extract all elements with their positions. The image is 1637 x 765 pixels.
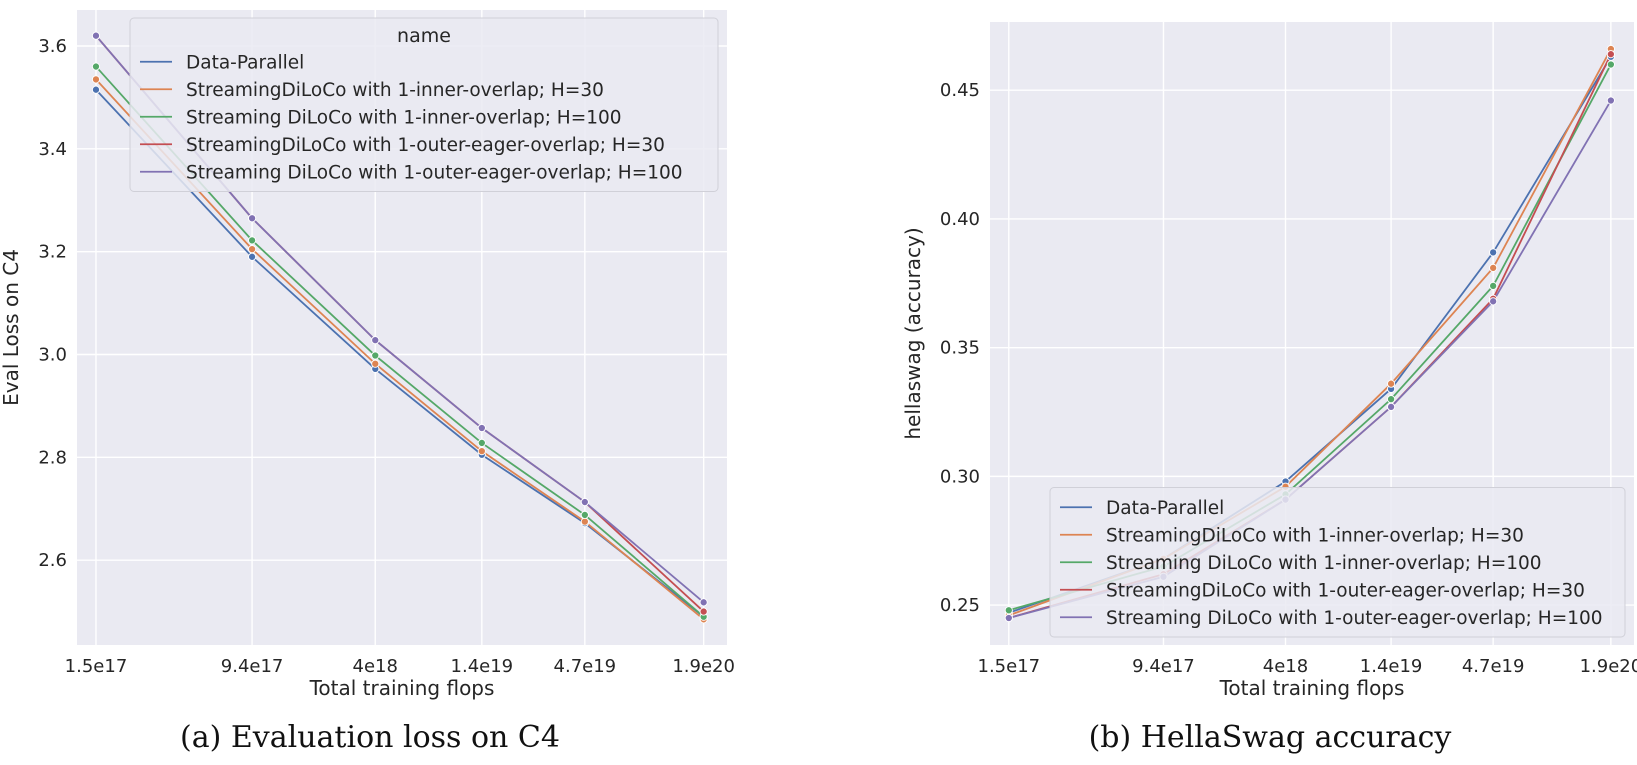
- data-point-series-5: [91, 31, 101, 40]
- series-line-3: [95, 65, 705, 618]
- x-tick-label: 1.9e20: [1580, 656, 1637, 677]
- y-tick-label: 3.2: [38, 242, 67, 263]
- x-tick-label: 1.4e19: [1360, 656, 1423, 677]
- data-point-series-2: [477, 447, 486, 456]
- legend-entry-5: Streaming DiLoCo with 1-outer-eager-over…: [186, 162, 683, 183]
- figure-caption: (a) Evaluation loss on C4: [180, 720, 560, 755]
- legend: Data-Parallel StreamingDiLoCo with 1-inne…: [1049, 487, 1626, 638]
- x-tick-label: 4.7e19: [554, 656, 617, 677]
- x-axis-label: Total training flops: [1219, 676, 1405, 700]
- y-tick-label: 0.40: [940, 209, 980, 230]
- y-tick-label: 3.0: [38, 344, 67, 365]
- data-point-series-5: [1489, 297, 1498, 306]
- data-point-series-3: [1489, 281, 1498, 290]
- legend-entry-1: Data-Parallel: [1106, 498, 1224, 519]
- data-point-series-3: [1004, 606, 1013, 615]
- y-tick-label: 0.30: [940, 466, 980, 487]
- data-point-series-5: [1004, 613, 1013, 623]
- data-point-series-2: [371, 359, 380, 368]
- y-tick-label: 0.25: [940, 595, 980, 616]
- legend-box: [129, 17, 719, 192]
- data-point-series-3: [1606, 60, 1615, 69]
- y-tick-label: 2.6: [38, 550, 67, 571]
- data-point-series-2: [1489, 263, 1498, 272]
- x-tick-label: 1.5e17: [978, 656, 1041, 677]
- legend-box: [1049, 487, 1626, 638]
- y-tick-label: 2.8: [38, 447, 67, 468]
- data-point-series-3: [248, 236, 257, 245]
- x-tick-label: 4e18: [353, 656, 398, 677]
- legend-entry-3: Streaming DiLoCo with 1-inner-overlap; H…: [186, 107, 622, 128]
- chart-hellaswag: 1.5e17 9.4e17 4e18 1.4e19 4.7e19 1.9e20 0.25 0.…: [901, 22, 1637, 700]
- data-point-series-2: [248, 245, 257, 254]
- data-point-series-1: [1489, 248, 1498, 257]
- y-tick-label: 3.4: [38, 139, 67, 160]
- x-tick-label: 4.7e19: [1462, 656, 1525, 677]
- data-point-series-5: [1606, 96, 1615, 105]
- x-tick-label: 1.9e20: [672, 656, 735, 677]
- x-tick-label: 1.4e19: [451, 656, 514, 677]
- y-axis-label: hellaswag (accuracy): [901, 227, 925, 439]
- legend-entry-5: Streaming DiLoCo with 1-outer-eager-over…: [1106, 608, 1603, 629]
- data-point-series-3: [91, 62, 101, 71]
- legend: name Data-Parallel StreamingDiLoCo with 1-…: [129, 17, 719, 192]
- data-point-series-5: [1387, 402, 1396, 411]
- data-point-series-2: [91, 75, 101, 84]
- legend-entry-2: StreamingDiLoCo with 1-inner-overlap; H=…: [186, 80, 604, 101]
- chart-eval-loss: 1.5e17 9.4e17 4e18 1.4e19 4.7e19 1.9e20 2.6 2.8…: [0, 10, 735, 700]
- data-point-series-3: [371, 351, 380, 360]
- y-tick-label: 0.45: [940, 80, 980, 101]
- data-point-series-2: [580, 517, 589, 526]
- legend-entry-1: Data-Parallel: [186, 52, 304, 73]
- x-tick-label: 9.4e17: [221, 656, 284, 677]
- data-point-series-5: [699, 598, 708, 607]
- legend-title: name: [397, 25, 451, 47]
- data-point-series-5: [371, 336, 380, 345]
- data-point-series-4: [1606, 50, 1615, 59]
- data-point-series-1: [248, 252, 257, 261]
- data-point-series-5: [248, 214, 257, 223]
- y-tick-label: 3.6: [38, 36, 67, 57]
- data-point-series-5: [580, 498, 589, 507]
- x-tick-label: 4e18: [1263, 656, 1308, 677]
- series-line-2: [95, 78, 705, 620]
- data-point-series-2: [1387, 379, 1396, 388]
- legend-entry-4: StreamingDiLoCo with 1-outer-eager-overl…: [1106, 580, 1585, 601]
- data-point-series-1: [91, 85, 101, 94]
- data-point-series-3: [1387, 395, 1396, 404]
- x-axis-label: Total training flops: [309, 676, 495, 700]
- legend-entry-3: Streaming DiLoCo with 1-inner-overlap; H…: [1106, 553, 1542, 574]
- data-point-series-3: [477, 438, 486, 447]
- data-point-series-3: [580, 510, 589, 519]
- data-point-series-4: [699, 607, 708, 616]
- legend-entry-4: StreamingDiLoCo with 1-outer-eager-overl…: [186, 135, 665, 156]
- y-axis-label: Eval Loss on C4: [0, 249, 23, 406]
- y-tick-label: 0.35: [940, 338, 980, 359]
- x-tick-label: 1.5e17: [65, 656, 128, 677]
- figure-caption: (b) HellaSwag accuracy: [1089, 720, 1452, 755]
- x-tick-label: 9.4e17: [1132, 656, 1195, 677]
- data-point-series-5: [477, 423, 486, 433]
- legend-entry-2: StreamingDiLoCo with 1-inner-overlap; H=…: [1106, 525, 1524, 546]
